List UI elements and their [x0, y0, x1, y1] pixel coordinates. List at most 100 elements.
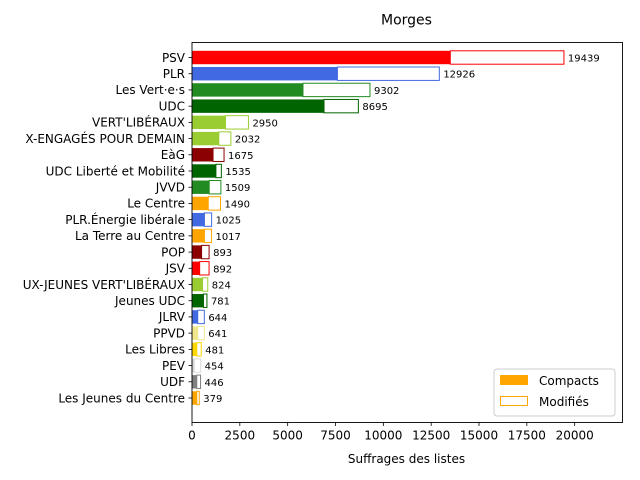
bar-compacts: [192, 310, 198, 324]
bar-compacts: [192, 261, 200, 275]
y-tick-label: JVVD: [155, 181, 185, 195]
y-tick-label: PSV: [162, 51, 186, 65]
bar-compacts: [192, 67, 338, 81]
value-label: 9302: [374, 86, 399, 97]
bar-modifies: [197, 309, 205, 325]
bar-modifies: [199, 261, 210, 276]
x-tick-label: 5000: [272, 429, 303, 443]
value-label: 379: [203, 394, 222, 405]
plot-frame: [191, 42, 623, 423]
bar-modifies: [302, 82, 371, 98]
value-label: 644: [208, 313, 227, 324]
legend-swatch-compacts: [500, 375, 528, 385]
y-tick-label: Les Libres: [125, 343, 185, 357]
bar-modifies: [208, 180, 222, 195]
y-tick-label: PPVD: [153, 326, 185, 340]
chart-title: Morges: [381, 13, 432, 29]
bar-modifies: [449, 50, 565, 65]
bar-compacts: [192, 180, 210, 194]
bar-compacts: [192, 358, 195, 373]
bar-compacts: [192, 99, 325, 113]
value-label: 454: [205, 362, 224, 373]
legend-label: Compacts: [539, 374, 599, 388]
bar-compacts: [192, 294, 204, 308]
y-tick-label: X-ENGAGÉS POUR DEMAIN: [25, 131, 185, 146]
bar-modifies: [323, 98, 359, 114]
value-label: 824: [212, 281, 231, 292]
value-label: 2032: [235, 135, 260, 146]
value-label: 8695: [362, 102, 387, 113]
x-tick-label: 20000: [556, 429, 594, 443]
bar-modifies: [197, 325, 205, 341]
y-tick-labels: PSV PLR Les Vert·e·s UDC VERT'LIBÉRAUXX-ENGA…: [23, 51, 192, 405]
bar-modifies: [193, 358, 202, 373]
value-label: 1535: [225, 167, 250, 178]
bar-compacts: [192, 115, 226, 130]
bar-modifies: [215, 163, 222, 179]
bar-compacts: [192, 391, 197, 405]
value-label: 1675: [228, 151, 253, 162]
value-label: 641: [208, 329, 227, 340]
x-tick-label: 17500: [508, 429, 546, 443]
bar-compacts: [192, 148, 214, 162]
y-tick-label: UDC: [159, 99, 185, 113]
value-label: 19439: [568, 54, 600, 65]
value-labels: 19439 12926 9302 8695 2950 2032 1675 1535 1509 14…: [203, 54, 599, 406]
bar-compacts: [192, 131, 219, 146]
bar-compacts: [192, 277, 203, 292]
y-tick-label: Les Vert·e·s: [116, 83, 186, 97]
bar-modifies: [196, 390, 200, 406]
value-label: 1509: [225, 183, 250, 194]
value-label: 446: [205, 378, 224, 389]
x-tick-label: 0: [188, 429, 196, 443]
legend: Compacts Modifiés: [493, 368, 616, 417]
value-label: 781: [211, 297, 230, 308]
bar-compacts: [192, 212, 205, 227]
bar-modifies: [336, 66, 440, 81]
value-label: 893: [213, 248, 232, 259]
value-label: 892: [213, 264, 232, 275]
value-label: 1017: [215, 232, 240, 243]
y-tick-label: JLRV: [158, 310, 186, 324]
x-axis: 0 2500 5000 7500 10000 12500 15000 17500 20000: [188, 422, 594, 443]
bar-modifies: [202, 293, 208, 308]
y-tick-label: UDF: [160, 375, 185, 389]
x-tick-label: 15000: [460, 429, 498, 443]
x-axis-label: Suffrages des listes: [348, 452, 465, 466]
value-label: 12926: [443, 70, 475, 81]
value-label: 481: [205, 345, 224, 356]
bar-compacts: [192, 375, 197, 389]
y-tick-label: VERT'LIBÉRAUX: [92, 115, 185, 130]
y-tick-label: PEV: [162, 359, 186, 373]
y-tick-label: UX-JEUNES VERT'LIBÉRAUX: [23, 277, 185, 292]
legend-label: Modifiés: [539, 395, 589, 409]
bar-modifies: [203, 212, 213, 227]
bar-modifies: [218, 131, 232, 146]
x-tick-label: 10000: [364, 429, 402, 443]
bar-modifies: [207, 196, 222, 211]
x-tick-label: 7500: [320, 429, 351, 443]
y-tick-label: La Terre au Centre: [75, 229, 185, 243]
bar-compacts: [192, 50, 451, 65]
bar-compacts: [192, 164, 216, 178]
bar-compacts: [192, 229, 205, 243]
bar-modifies: [224, 115, 249, 130]
y-tick-label: PLR.Énergie libérale: [65, 212, 185, 227]
bars-group: [192, 50, 565, 406]
bar-modifies: [203, 228, 212, 244]
bar-modifies: [212, 147, 225, 162]
bar-modifies: [196, 342, 202, 357]
bar-compacts: [192, 342, 197, 357]
bar-modifies: [201, 244, 210, 260]
bar-compacts: [192, 83, 303, 97]
x-tick-label: 12500: [412, 429, 450, 443]
value-label: 1025: [216, 216, 241, 227]
y-tick-label: POP: [161, 245, 185, 259]
y-tick-label: PLR: [163, 67, 185, 81]
legend-swatch-modifies: [500, 396, 528, 406]
y-tick-label: JSV: [165, 262, 186, 276]
bar-compacts: [192, 196, 209, 211]
bar-compacts: [192, 326, 198, 340]
value-label: 1490: [225, 199, 250, 210]
